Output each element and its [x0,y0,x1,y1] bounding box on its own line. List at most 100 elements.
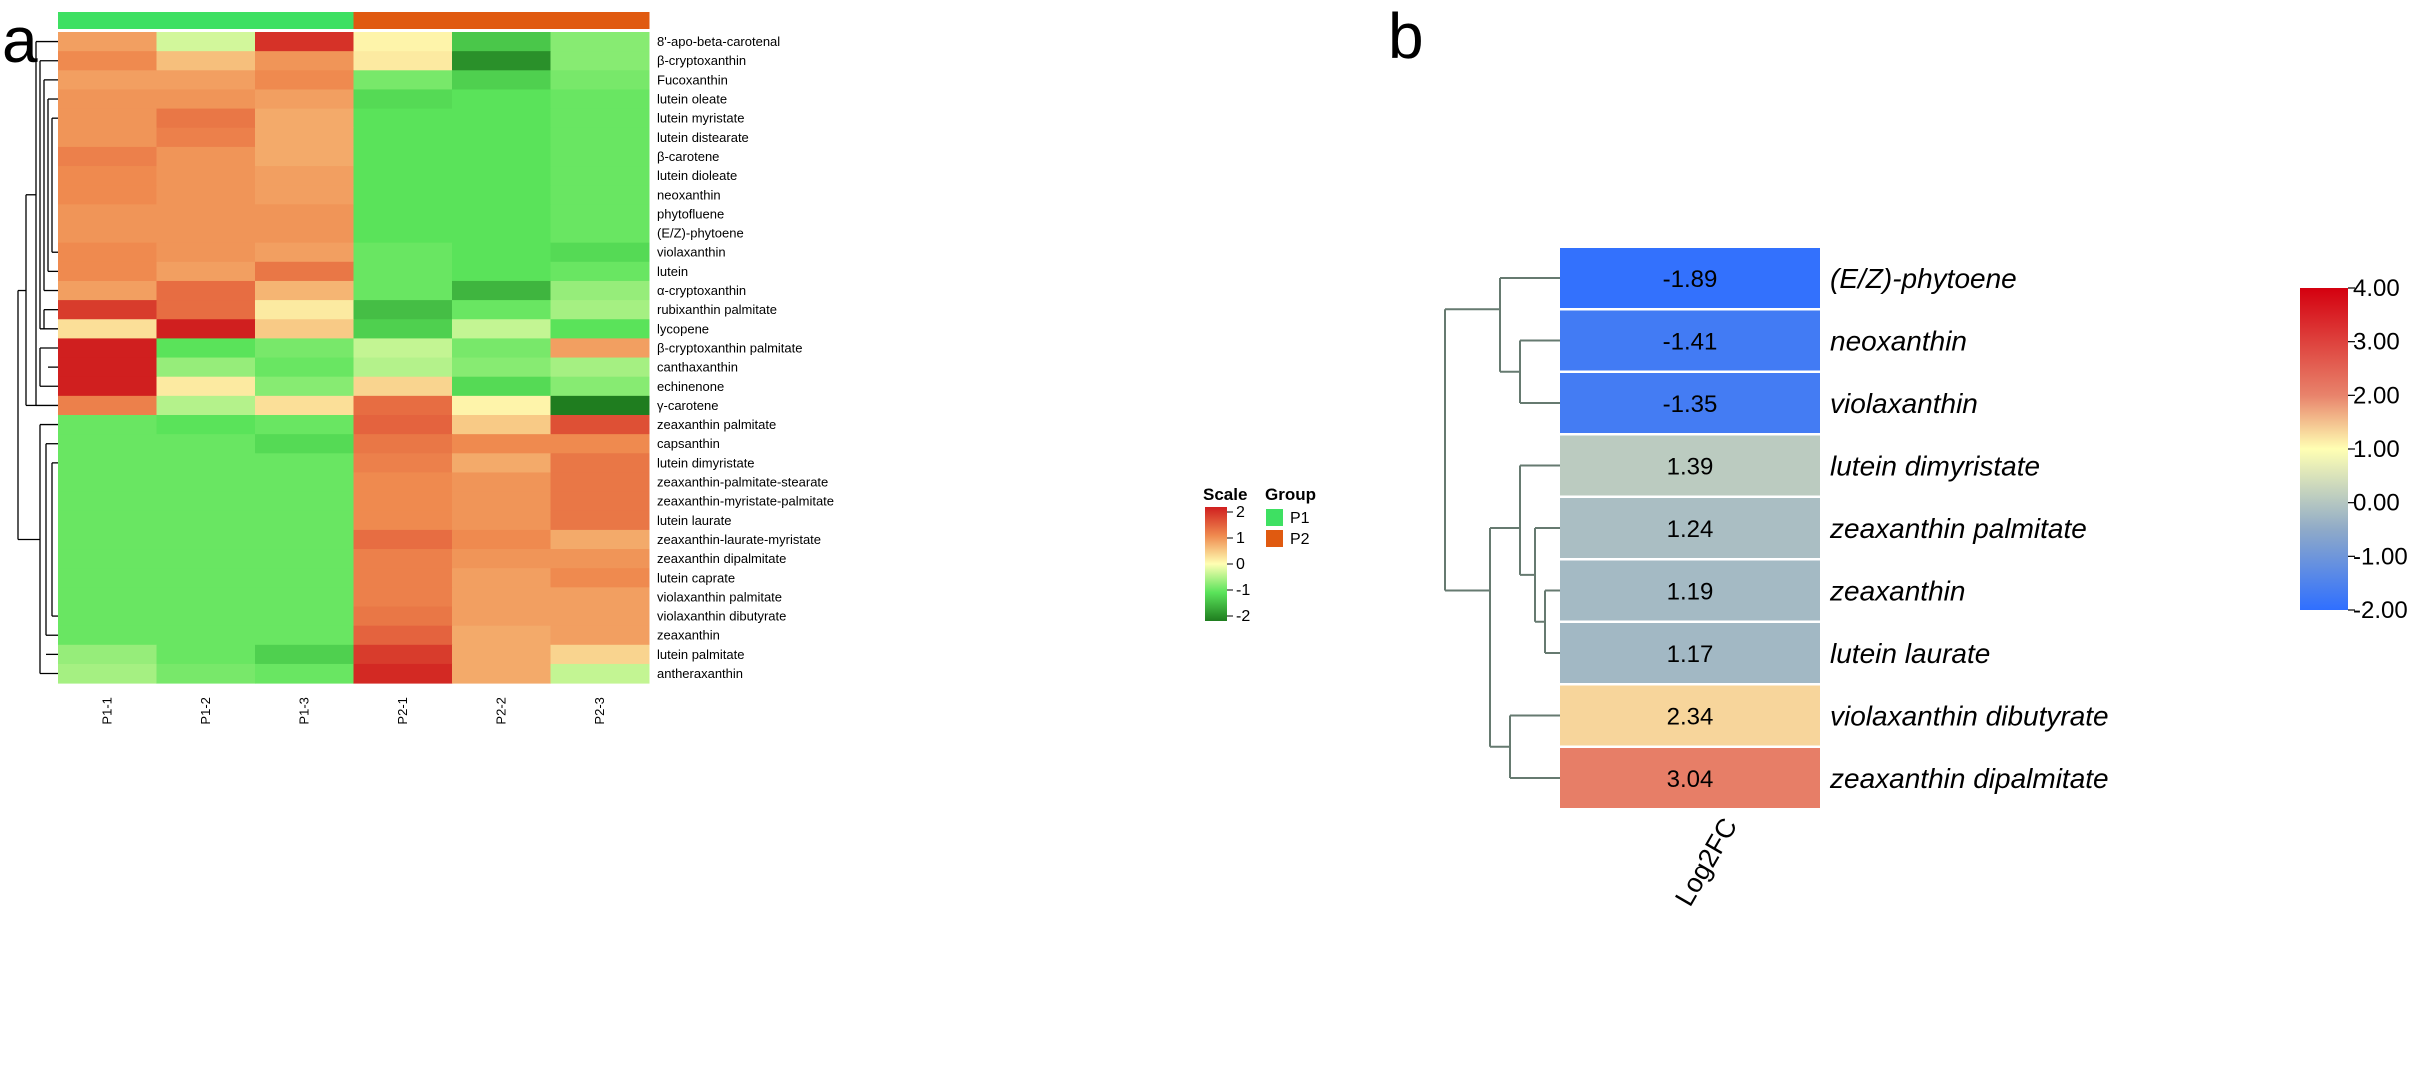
scale-legend-tick: 2 [1236,504,1245,521]
heatmap-a-cell [452,395,551,416]
group-legend: Group P1 P2 [1265,485,1316,548]
heatmap-b-value-label: 2.34 [1667,704,1714,731]
heatmap-a-row-label: β-carotene [657,149,719,164]
heatmap-a-row-label: lutein myristate [657,111,744,126]
heatmap-b: -1.89-1.41-1.351.391.241.191.172.343.04 … [1444,248,2408,911]
heatmap-a-cell [452,568,551,588]
heatmap-a-row-label: zeaxanthin palmitate [657,417,776,432]
heatmap-a-cell [353,280,453,301]
heatmap-a-cell [255,606,354,627]
heatmap-a-cell [550,625,650,646]
heatmap-a-cell [156,261,256,282]
heatmap-a-row-label: zeaxanthin [657,628,720,643]
colorbar-b-tick: 4.00 [2353,275,2400,302]
heatmap-a-cell [255,242,354,263]
heatmap-a-cell [452,644,551,665]
heatmap-a-cell [156,32,256,52]
heatmap-a-cell [550,606,650,627]
heatmap-a-cell [255,395,354,416]
heatmap-a-cell [156,185,256,205]
scale-legend-tick: 0 [1236,556,1245,573]
heatmap-a-cell [353,663,453,684]
heatmap-a-cell [58,472,157,493]
colorbar-b-tick: 1.00 [2353,436,2400,463]
heatmap-a-cell [452,89,551,110]
heatmap-a-row-label: zeaxanthin dipalmitate [657,551,786,566]
heatmap-a-cell [452,261,551,282]
heatmap-a-cell [550,204,650,224]
heatmap-a-cell [452,185,551,205]
heatmap-a-cell [353,127,453,148]
heatmap-a-cell [58,108,157,129]
heatmap-b-row-label: lutein dimyristate [1830,451,2040,482]
heatmap-a-row-label: zeaxanthin-palmitate-stearate [657,475,828,490]
heatmap-a-row-label: lycopene [657,321,709,336]
heatmap-a-cell [255,51,354,71]
heatmap-a-cell [255,453,354,473]
heatmap-a-cell [353,415,453,435]
heatmap-a-cell [452,472,551,493]
heatmap-a-cell [255,376,354,397]
heatmap-b-value-label: -1.41 [1663,329,1718,356]
heatmap-a-cell [452,491,551,512]
colorbar-b-tick: -1.00 [2353,543,2408,570]
heatmap-a-cell [255,280,354,301]
heatmap-b-cell [1560,373,1820,433]
heatmap-a-cell [156,166,256,186]
heatmap-a-row-label: β-cryptoxanthin [657,53,746,68]
heatmap-a-cell [156,549,256,569]
heatmap-a-cell [255,434,354,454]
heatmap-a-row-label: lutein [657,264,688,279]
heatmap-a-cell [156,663,256,684]
heatmap-a-cell [452,587,551,607]
group-bar-cell-p2 [452,12,551,29]
heatmap-b-value-label: -1.35 [1663,391,1718,418]
heatmap-a-cell [58,338,157,359]
group-legend-title: Group [1265,485,1316,504]
heatmap-a-cell [58,166,157,186]
heatmap-a-cell [255,261,354,282]
heatmap-a-cell [353,185,453,205]
heatmap-a-cell [452,625,551,646]
heatmap-a-cell [550,644,650,665]
heatmap-a-cell [255,108,354,129]
heatmap-a-cell [156,108,256,129]
heatmap-a-row-label: lutein laurate [657,513,731,528]
heatmap-a-cell [58,89,157,110]
heatmap-a-column-label: P2-3 [592,697,607,724]
group-bar-cell-p1 [156,12,256,29]
heatmap-b-row-label: lutein laurate [1830,638,1990,669]
heatmap-a-cell [156,223,256,244]
heatmap-a-row-label: 8'-apo-beta-carotenal [657,34,780,49]
heatmap-a-row-dendrogram [17,40,58,675]
heatmap-a-cell [255,472,354,493]
heatmap-a-cell [550,529,650,550]
heatmap-a-cell [58,625,157,646]
heatmap-a-cell [255,529,354,550]
heatmap-a-cell [353,472,453,493]
heatmap-a-row-label: γ-carotene [657,398,718,413]
heatmap-b-value-label: 1.19 [1667,579,1714,606]
heatmap-a-cell [353,89,453,110]
heatmap-a-cell [452,453,551,473]
heatmap-a-cell [452,127,551,148]
heatmap-a-cell [550,185,650,205]
heatmap-a-cell [255,663,354,684]
panel-a-label: a [2,4,38,76]
colorbar-b-tick: 3.00 [2353,329,2400,356]
heatmap-a-cell [58,549,157,569]
heatmap-a-cell [550,261,650,282]
heatmap-a-cell [353,376,453,397]
heatmap-a-cell [550,510,650,531]
heatmap-a-row-label: violaxanthin palmitate [657,589,782,604]
heatmap-a-cell [452,300,551,320]
heatmap-a-cell [550,108,650,129]
heatmap-a-cell [550,146,650,167]
heatmap-b-row-label: zeaxanthin dipalmitate [1829,763,2109,794]
heatmap-a-cell [550,376,650,397]
heatmap-a-cell [550,395,650,416]
heatmap-a-cell [156,89,256,110]
heatmap-a-row-label: lutein palmitate [657,647,744,662]
heatmap-a-cell [353,51,453,71]
heatmap-a-cell [255,587,354,607]
